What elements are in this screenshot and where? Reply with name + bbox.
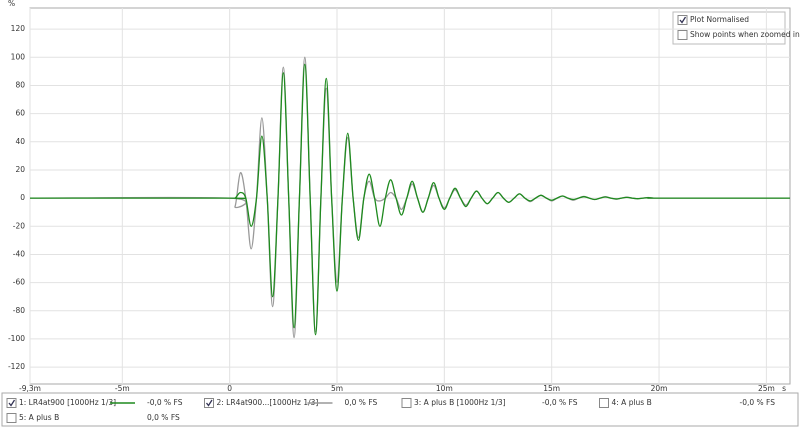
x-tick-label: 10m <box>436 384 453 393</box>
trace-name: 1: LR4at900 [1000Hz 1/3] <box>19 398 116 407</box>
x-tick-label: -5m <box>115 384 130 393</box>
trace-name: 2: LR4at900...[1000Hz 1/3] <box>217 398 319 407</box>
trace-readout: 0,0 % FS <box>147 413 180 422</box>
trace-checkbox[interactable] <box>6 398 17 408</box>
x-unit: s <box>782 384 786 393</box>
trace-readout: -0,0 % FS <box>542 398 578 407</box>
y-tick-label: 80 <box>15 80 25 89</box>
y-unit: % <box>8 0 15 8</box>
trace-name: 3: A plus B [1000Hz 1/3] <box>414 398 506 407</box>
y-tick-label: -20 <box>13 221 25 230</box>
plot-area <box>29 7 791 385</box>
x-tick-label: 5m <box>331 384 343 393</box>
y-tick-label: -80 <box>13 306 25 315</box>
trace-line <box>29 63 790 336</box>
y-tick-label: 60 <box>15 109 25 118</box>
x-tick-label: 25m <box>758 384 775 393</box>
trace-checkbox[interactable] <box>6 413 17 423</box>
trace-checkbox[interactable] <box>204 398 214 408</box>
y-tick-label: 40 <box>15 137 25 146</box>
y-tick-label: -120 <box>8 362 25 371</box>
option-checkbox-tick <box>679 16 687 24</box>
trace-name: 5: A plus B <box>19 413 59 422</box>
x-tick-label: 0 <box>227 384 232 393</box>
option-label: Plot Normalised <box>690 15 749 24</box>
trace-checkbox[interactable] <box>599 398 609 408</box>
y-tick-label: -60 <box>13 278 25 287</box>
y-tick-label: 100 <box>11 52 26 61</box>
legend-panel <box>1 392 799 427</box>
x-tick-label: -9,3m <box>19 384 41 393</box>
option-label: Show points when zoomed in <box>690 30 800 39</box>
trace-checkbox[interactable] <box>401 398 412 408</box>
option-checkbox[interactable] <box>677 30 688 40</box>
trace-checkbox-tick <box>8 399 16 407</box>
trace-name: 4: A plus B <box>612 398 652 407</box>
y-tick-label: 0 <box>20 193 25 202</box>
y-tick-label: -100 <box>8 334 25 343</box>
x-tick-label: 15m <box>543 384 560 393</box>
trace-readout: -0,0 % FS <box>740 398 776 407</box>
y-tick-label: 120 <box>11 24 26 33</box>
option-checkbox[interactable] <box>677 15 688 25</box>
y-tick-label: 20 <box>15 165 25 174</box>
x-tick-label: 20m <box>651 384 668 393</box>
trace-checkbox-tick <box>205 399 213 407</box>
trace-readout: 0,0 % FS <box>345 398 378 407</box>
y-tick-label: -40 <box>13 249 25 258</box>
trace-readout: -0,0 % FS <box>147 398 183 407</box>
